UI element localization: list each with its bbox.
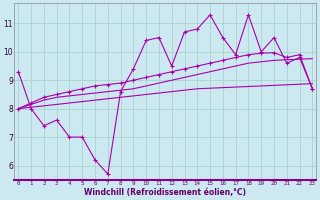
X-axis label: Windchill (Refroidissement éolien,°C): Windchill (Refroidissement éolien,°C) (84, 188, 246, 197)
